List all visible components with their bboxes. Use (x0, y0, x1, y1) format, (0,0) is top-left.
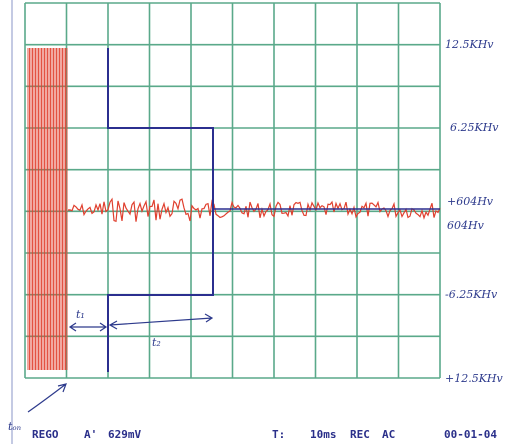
status-text: 10ms (310, 428, 337, 441)
annotation-t1: t₁ (76, 308, 85, 321)
grid (24, 2, 441, 379)
status-text: REGO (32, 428, 59, 441)
scale-label: 6.25KHv (450, 121, 499, 134)
scale-label: 12.5KHv (445, 38, 494, 51)
status-text: AC (382, 428, 395, 441)
t2-arrow (108, 313, 214, 330)
scale-label: -6.25KHv (445, 288, 498, 301)
status-text: 629mV (108, 428, 141, 441)
blue-square-wave (107, 48, 214, 372)
scale-label: +604Hv (447, 195, 494, 208)
annotation-t2: t₂ (152, 336, 161, 349)
status-text: A' (84, 428, 97, 441)
ton-arrow (27, 383, 67, 413)
red-trace (27, 48, 441, 370)
burst (27, 48, 68, 370)
t1-arrow (68, 322, 108, 332)
noise (67, 197, 441, 223)
scale-label: +12.5KHv (445, 372, 504, 385)
scale-label: 604Hv (447, 219, 485, 232)
status-text: T: (272, 428, 285, 441)
annotation-ton: tₒₙ (8, 420, 21, 433)
status-text: 00-01-04 (444, 428, 497, 441)
status-text: REC (350, 428, 370, 441)
